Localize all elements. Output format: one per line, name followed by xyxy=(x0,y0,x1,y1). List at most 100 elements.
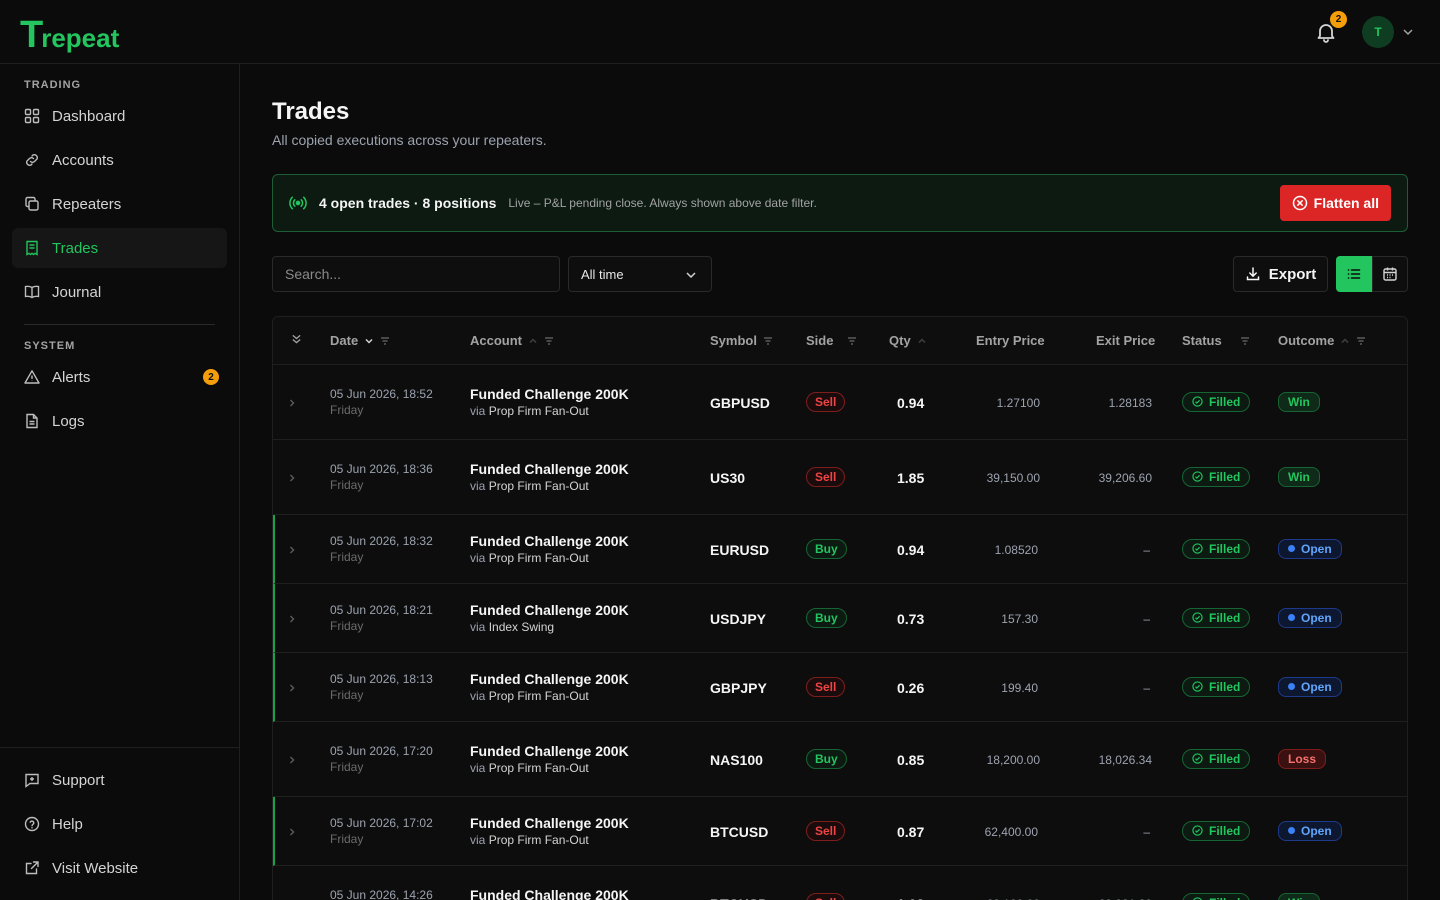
filter-icon[interactable] xyxy=(1356,336,1366,346)
column-label: Entry Price xyxy=(976,333,1045,348)
account-name[interactable]: Funded Challenge 200K xyxy=(470,601,629,618)
side-badge: Sell xyxy=(806,391,846,412)
trade-day: Friday xyxy=(330,477,364,492)
sidebar-item-trades[interactable]: Trades xyxy=(12,228,227,268)
status-label: Filled xyxy=(1209,896,1240,900)
column-header-symbol[interactable]: Symbol xyxy=(710,333,773,348)
column-header-qty[interactable]: Qty xyxy=(889,333,927,348)
chevron-right-icon[interactable] xyxy=(287,398,297,408)
logo-text: repeat xyxy=(41,23,120,53)
status-badge: Filled xyxy=(1182,820,1251,841)
open-trades-banner: 4 open trades · 8 positions Live – P&L p… xyxy=(272,174,1408,232)
avatar[interactable]: T xyxy=(1362,16,1394,48)
table-row[interactable]: 05 Jun 2026, 18:13 Friday Funded Challenge… xyxy=(273,653,1407,722)
sidebar-item-repeaters[interactable]: Repeaters xyxy=(12,184,227,224)
column-label: Symbol xyxy=(710,333,757,348)
column-label: Account xyxy=(470,333,522,348)
symbol: EURUSD xyxy=(710,541,770,558)
trade-date: 05 Jun 2026, 17:02 xyxy=(330,815,433,830)
status-label: Filled xyxy=(1209,823,1241,838)
chevron-right-icon[interactable] xyxy=(287,827,297,837)
account-via: via Prop Firm Fan-Out xyxy=(470,832,589,847)
logo[interactable]: T repeat xyxy=(20,10,119,54)
filter-icon[interactable] xyxy=(847,336,857,346)
sidebar-item-label: Visit Website xyxy=(52,859,139,877)
sidebar-item-journal[interactable]: Journal xyxy=(12,272,227,312)
filter-icon[interactable] xyxy=(544,336,554,346)
column-label: Outcome xyxy=(1278,333,1335,348)
trade-day: Friday xyxy=(330,759,364,774)
download-icon xyxy=(1246,267,1259,281)
account-name[interactable]: Funded Challenge 200K xyxy=(470,385,629,402)
trade-day: Friday xyxy=(330,549,364,564)
symbol: US30 xyxy=(710,469,746,486)
account-name[interactable]: Funded Challenge 200K xyxy=(470,460,629,477)
collapse-all-icon[interactable] xyxy=(291,333,302,345)
account-name[interactable]: Funded Challenge 200K xyxy=(470,814,629,831)
chevron-right-icon[interactable] xyxy=(287,545,297,555)
warning-icon xyxy=(24,370,40,384)
table-row[interactable]: 05 Jun 2026, 18:21 Friday Funded Challenge… xyxy=(273,584,1407,653)
side-badge: Sell xyxy=(806,676,846,697)
column-header-status[interactable]: Status xyxy=(1182,333,1250,348)
trade-date: 05 Jun 2026, 17:20 xyxy=(330,743,433,758)
calendar-view-toggle[interactable] xyxy=(1372,256,1408,292)
export-button[interactable]: Export xyxy=(1233,256,1328,292)
column-header-account[interactable]: Account xyxy=(470,333,554,348)
outcome-badge: Win xyxy=(1278,391,1320,412)
status-badge: Filled xyxy=(1182,466,1251,487)
sidebar-item-logs[interactable]: Logs xyxy=(12,401,227,441)
support-icon xyxy=(25,773,39,788)
sidebar-item-visit-website[interactable]: Visit Website xyxy=(12,848,227,888)
sort-icon xyxy=(529,337,537,343)
trade-day: Friday xyxy=(330,618,364,633)
chevron-right-icon[interactable] xyxy=(287,683,297,693)
table-row[interactable]: 05 Jun 2026, 17:20 Friday Funded Challenge… xyxy=(273,722,1407,797)
column-header-exit-price[interactable]: Exit Price xyxy=(1096,333,1155,348)
quantity: 0.26 xyxy=(897,679,925,696)
account-name[interactable]: Funded Challenge 200K xyxy=(470,742,629,759)
chevron-right-icon[interactable] xyxy=(287,614,297,624)
table-row[interactable]: 05 Jun 2026, 18:52 Friday Funded Challenge… xyxy=(273,365,1407,440)
side-badge: Buy xyxy=(806,607,847,628)
chevron-down-icon[interactable] xyxy=(1402,26,1414,38)
sidebar-item-accounts[interactable]: Accounts xyxy=(12,140,227,180)
exit-price: 39,206.60 xyxy=(1098,470,1152,485)
trade-date: 05 Jun 2026, 18:52 xyxy=(330,386,433,401)
sidebar-item-dashboard[interactable]: Dashboard xyxy=(12,96,227,136)
column-header-date[interactable]: Date xyxy=(330,333,390,348)
sidebar-item-help[interactable]: Help xyxy=(12,804,227,844)
account-name[interactable]: Funded Challenge 200K xyxy=(470,532,629,549)
sidebar-item-alerts[interactable]: Alerts 2 xyxy=(12,357,227,397)
filter-icon[interactable] xyxy=(763,336,773,346)
column-header-side[interactable]: Side xyxy=(806,333,857,348)
open-dot-icon xyxy=(1288,614,1295,621)
filter-icon[interactable] xyxy=(380,336,390,346)
table-row[interactable]: 05 Jun 2026, 18:36 Friday Funded Challenge… xyxy=(273,440,1407,515)
outcome-label: Loss xyxy=(1288,751,1317,766)
table-row[interactable]: 05 Jun 2026, 18:32 Friday Funded Challenge… xyxy=(273,515,1407,584)
sidebar-item-support[interactable]: Support xyxy=(12,760,227,800)
account-name[interactable]: Funded Challenge 200K xyxy=(470,886,629,900)
chevron-right-icon[interactable] xyxy=(287,755,297,765)
table-row[interactable]: 05 Jun 2026, 17:02 Friday Funded Challenge… xyxy=(273,797,1407,866)
page-title: Trades xyxy=(272,98,350,125)
external-link-icon xyxy=(25,861,39,875)
account-name[interactable]: Funded Challenge 200K xyxy=(470,670,629,687)
bell-icon[interactable] xyxy=(1314,20,1338,44)
date-range-select[interactable]: All time xyxy=(568,256,712,292)
filter-icon[interactable] xyxy=(1240,336,1250,346)
outcome-badge: Loss xyxy=(1278,748,1327,769)
search-input[interactable] xyxy=(272,256,560,292)
column-label: Side xyxy=(806,333,834,348)
column-header-entry-price[interactable]: Entry Price xyxy=(976,333,1045,348)
chevron-right-icon[interactable] xyxy=(287,473,297,483)
entry-price: 157.30 xyxy=(1001,611,1038,626)
flatten-all-button[interactable]: Flatten all xyxy=(1279,185,1391,221)
outcome-badge: Win xyxy=(1278,466,1320,487)
symbol: BTCUSD xyxy=(710,823,769,840)
list-view-toggle[interactable] xyxy=(1336,256,1372,292)
table-row[interactable]: 05 Jun 2026, 14:26FridayFunded Challenge… xyxy=(273,866,1407,900)
outcome-badge: Open xyxy=(1278,820,1342,841)
column-header-outcome[interactable]: Outcome xyxy=(1278,333,1366,348)
